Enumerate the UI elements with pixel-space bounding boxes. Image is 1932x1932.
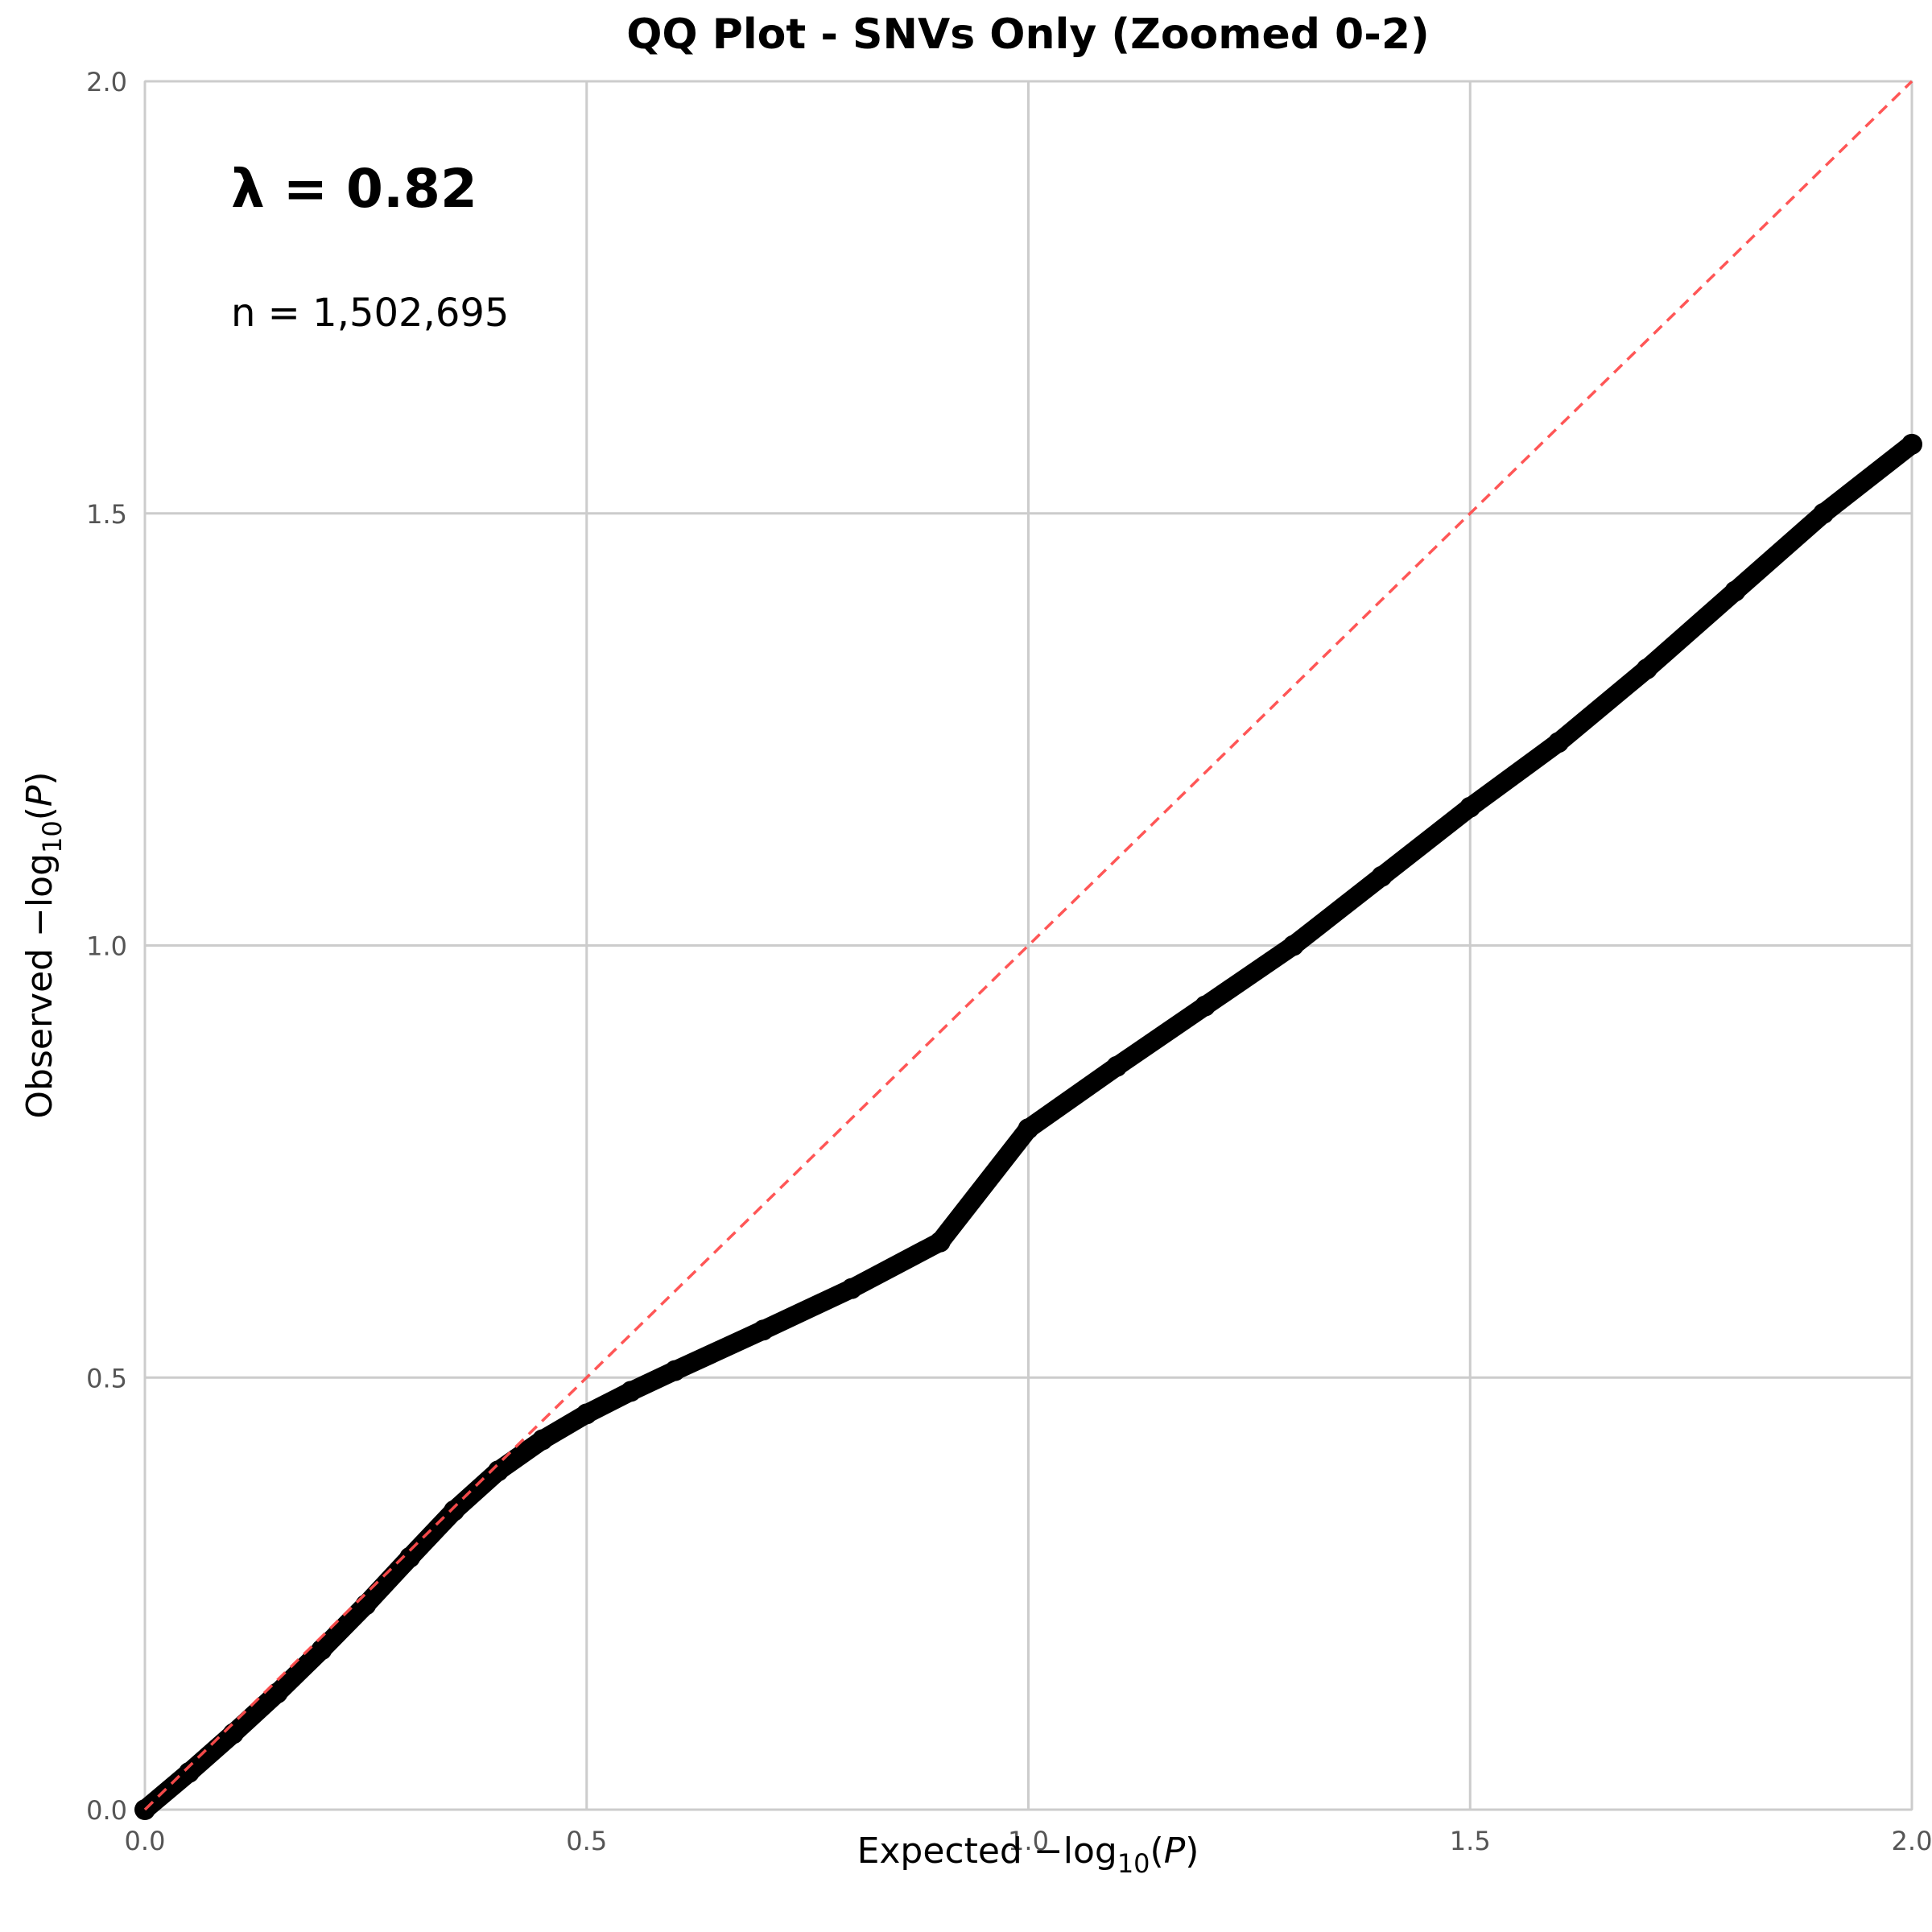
y-tick-label: 0.0 xyxy=(86,1795,127,1826)
x-tick-label: 1.0 xyxy=(1008,1826,1049,1856)
y-tick-labels: 0.0 0.5 1.0 1.5 2.0 xyxy=(86,67,127,1826)
y-tick-label: 0.5 xyxy=(86,1363,127,1393)
qq-point xyxy=(1459,796,1481,818)
reference-diagonal-line xyxy=(143,80,1913,1811)
y-axis-label: Observed −log10(P) xyxy=(19,771,68,1118)
qq-point xyxy=(311,1639,332,1661)
lambda-annotation: λ = 0.82 xyxy=(231,158,477,220)
y-axis-label-log: log xyxy=(19,853,60,907)
plot-frame xyxy=(144,80,1913,1810)
qq-point xyxy=(531,1429,553,1451)
qq-point xyxy=(444,1500,465,1521)
qq-point xyxy=(1813,502,1835,524)
qq-point xyxy=(620,1381,642,1402)
chart-title: QQ Plot - SNVs Only (Zoomed 0-2) xyxy=(626,10,1430,59)
x-tick-label: 0.0 xyxy=(125,1826,166,1856)
reference-line-layer xyxy=(143,80,1913,1811)
qq-point xyxy=(1195,995,1216,1017)
qq-point xyxy=(1901,433,1922,455)
x-axis-label-var: P xyxy=(1164,1831,1186,1872)
x-tick-label: 2.0 xyxy=(1892,1826,1932,1856)
x-axis-label-log: log xyxy=(1063,1831,1117,1872)
qq-point xyxy=(576,1403,597,1425)
qq-point xyxy=(753,1319,774,1341)
qq-point xyxy=(841,1278,862,1299)
n-annotation: n = 1,502,695 xyxy=(231,291,509,336)
x-tick-label: 1.5 xyxy=(1450,1826,1491,1856)
x-tick-labels: 0.0 0.5 1.0 1.5 2.0 xyxy=(125,1826,1932,1856)
x-axis-label-prefix: Expected xyxy=(857,1831,1034,1872)
qq-point xyxy=(1548,732,1569,753)
y-axis-label-sub: 10 xyxy=(37,820,68,853)
y-axis-label-close: ) xyxy=(19,771,60,785)
x-axis-label-open: ( xyxy=(1150,1831,1164,1872)
y-tick-label: 1.5 xyxy=(86,499,127,530)
y-axis-label-var: P xyxy=(19,785,60,807)
qq-point xyxy=(1724,580,1746,602)
qq-point xyxy=(266,1682,288,1704)
qq-point xyxy=(488,1460,509,1482)
qq-point xyxy=(1282,935,1304,956)
qq-point xyxy=(222,1723,244,1744)
qq-point xyxy=(178,1761,200,1783)
x-axis-label-sign: − xyxy=(1034,1831,1063,1872)
data-series xyxy=(134,433,1922,1820)
qq-point xyxy=(1636,658,1657,679)
qq-point xyxy=(399,1546,421,1568)
qq-point xyxy=(355,1594,377,1616)
qq-point xyxy=(1106,1055,1128,1077)
y-tick-label: 1.0 xyxy=(86,931,127,962)
x-axis-label: Expected −log10(P) xyxy=(857,1831,1199,1879)
y-axis-label-open: ( xyxy=(19,807,60,820)
x-axis-label-sub: 10 xyxy=(1117,1848,1150,1879)
y-axis-label-prefix: Observed xyxy=(19,937,60,1119)
qq-point xyxy=(1018,1118,1039,1140)
qq-point xyxy=(664,1360,686,1381)
y-axis-label-sign: − xyxy=(19,907,60,937)
x-axis-label-close: ) xyxy=(1185,1831,1199,1872)
qq-point xyxy=(929,1231,951,1253)
qq-point xyxy=(1371,865,1393,887)
y-tick-label: 2.0 xyxy=(86,67,127,97)
x-tick-label: 0.5 xyxy=(566,1826,607,1856)
